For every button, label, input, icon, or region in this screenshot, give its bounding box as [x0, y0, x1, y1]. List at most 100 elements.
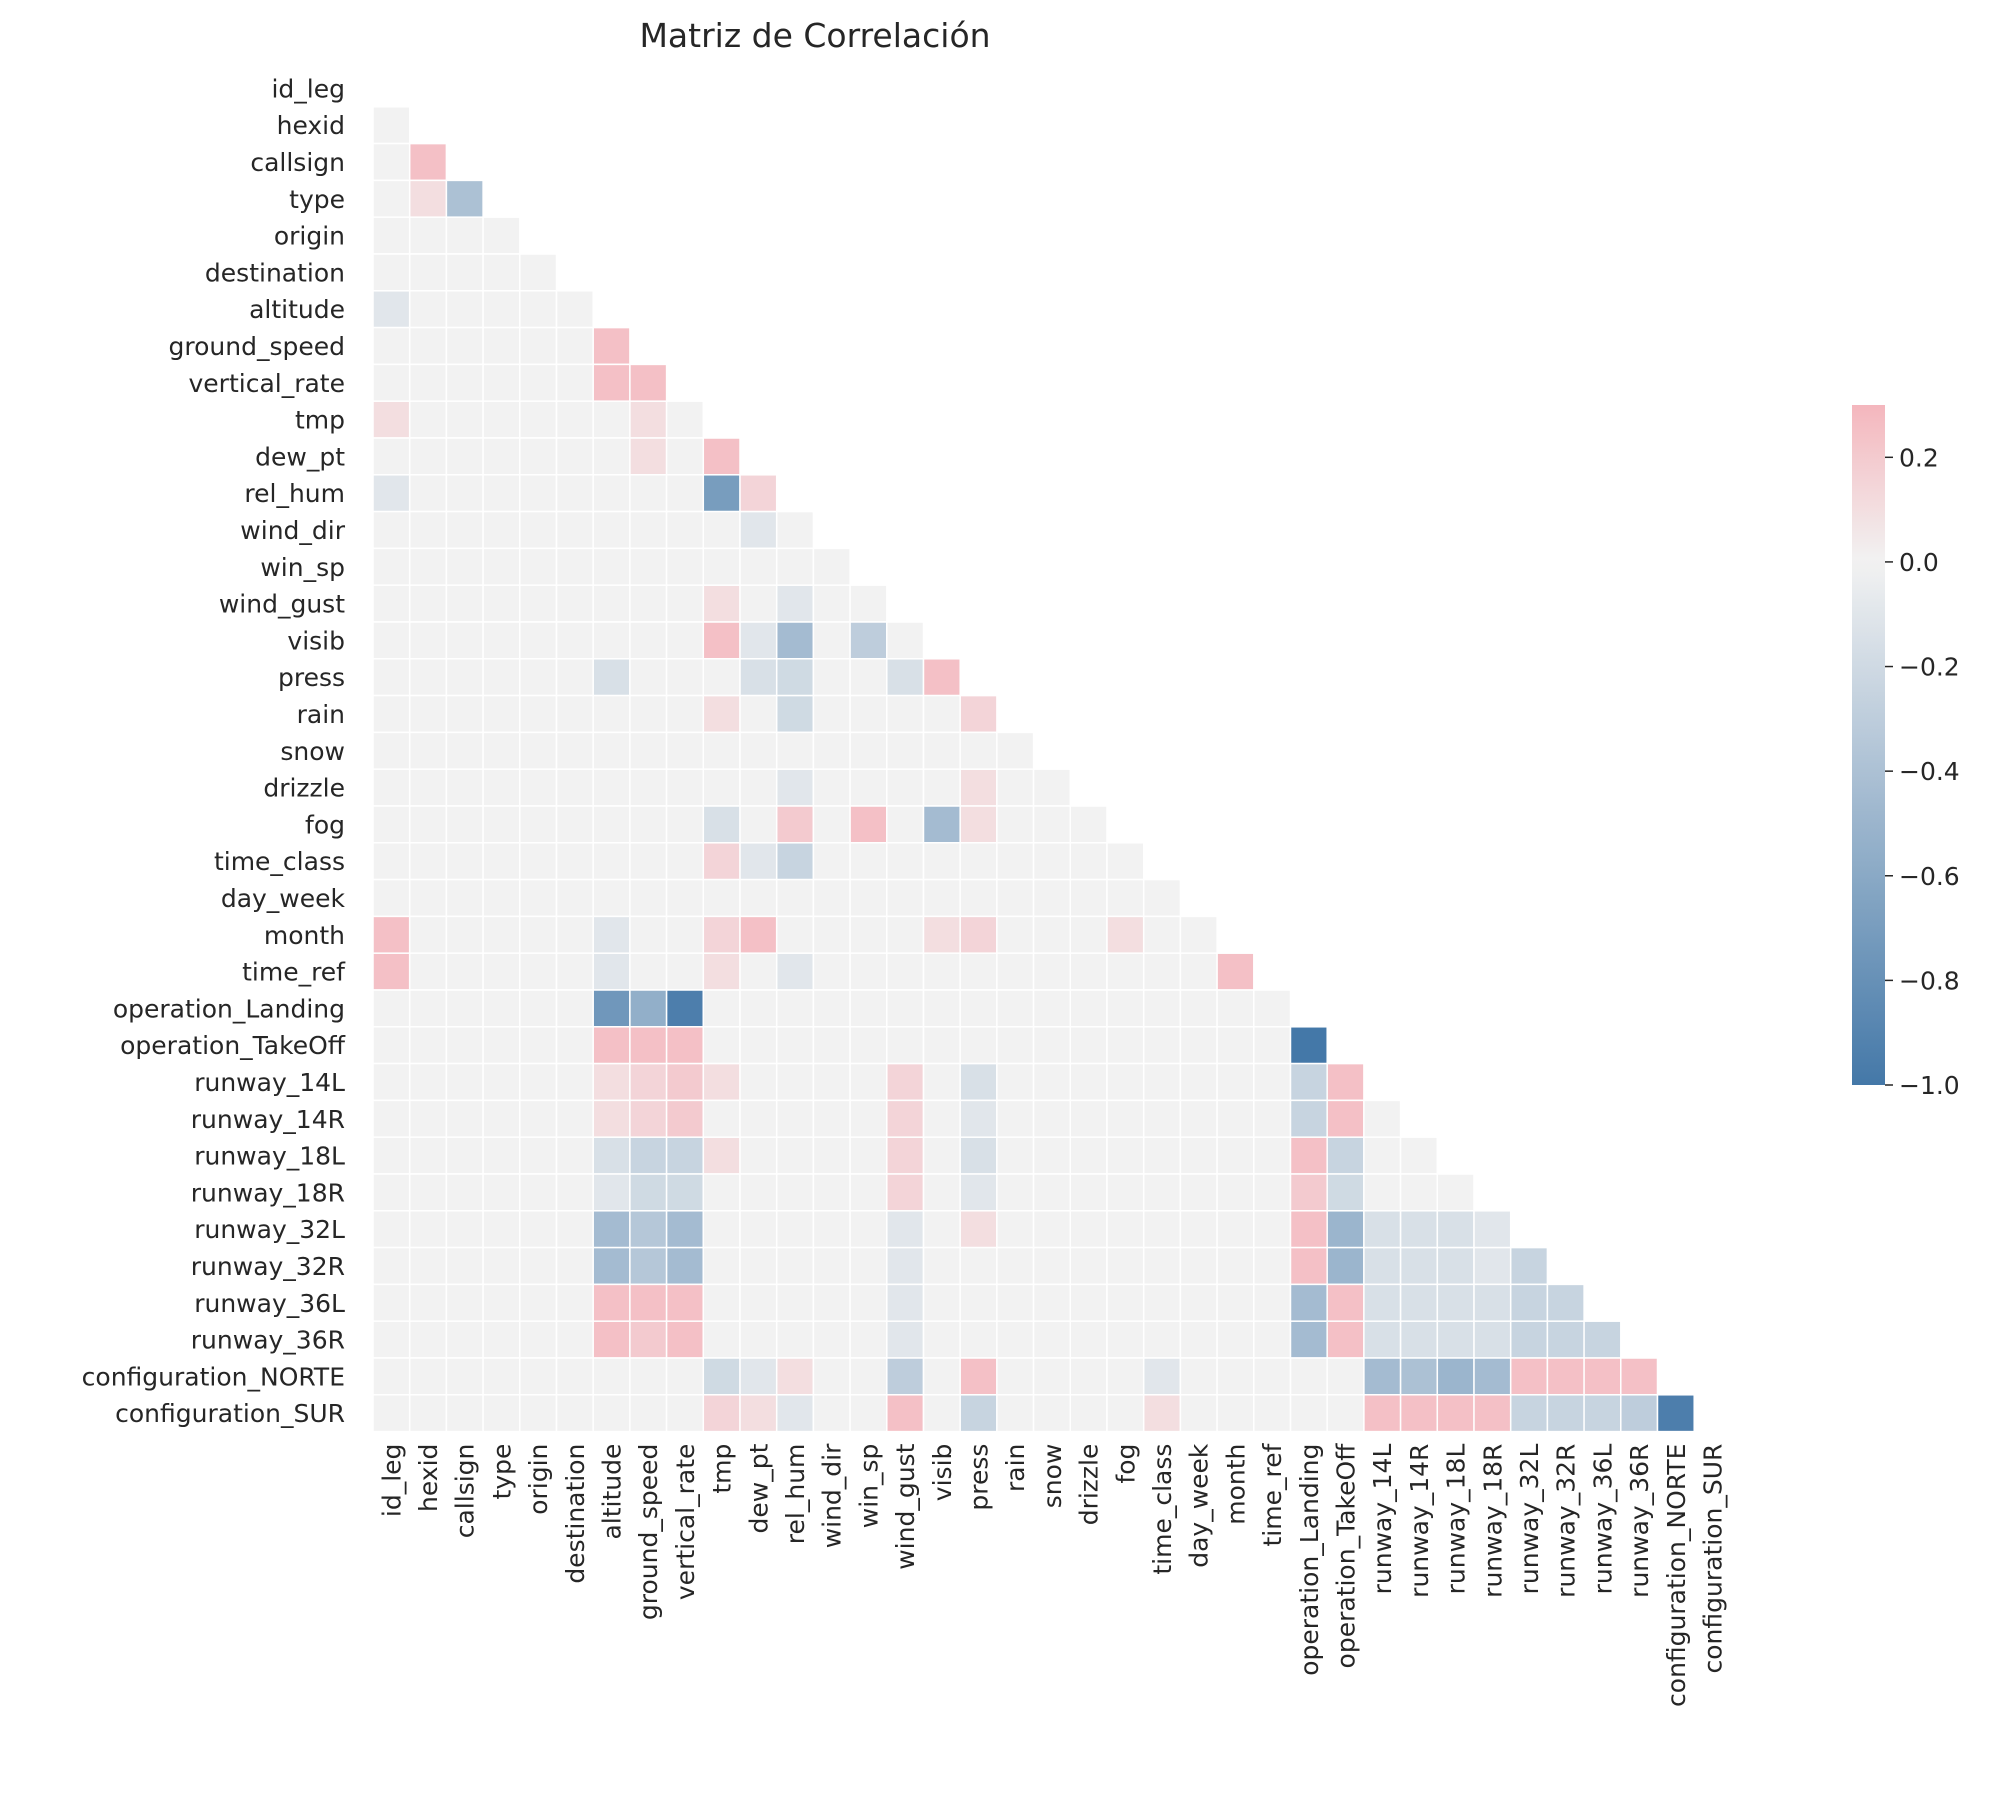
heatmap-cell-runway_36L-win_sp	[849, 1283, 888, 1322]
heatmap-cell-runway_32L-id_leg	[372, 1210, 411, 1249]
y-tick-label-runway_36R: runway_36R	[191, 1326, 345, 1355]
heatmap-cell-wind_dir-vertical_rate	[665, 510, 705, 550]
heatmap-cell-runway_32R-runway_14L	[1363, 1246, 1402, 1286]
heatmap-cell-runway_32L-drizzle	[1069, 1210, 1108, 1249]
heatmap-cell-operation_Landing-snow	[1032, 989, 1072, 1028]
heatmap-cell-press-destination	[555, 658, 594, 697]
heatmap-cell-configuration_NORTE-rain	[996, 1357, 1035, 1396]
colorbar-tick-label: −0.6	[1899, 862, 1960, 891]
heatmap-cell-tmp-ground_speed	[629, 400, 668, 439]
heatmap-cell-runway_36R-runway_32L	[1509, 1320, 1549, 1359]
heatmap-cell-time_ref-destination	[555, 952, 594, 991]
heatmap-cell-runway_14L-operation_TakeOff	[1326, 1062, 1365, 1102]
heatmap-cell-runway_18R-dew_pt	[739, 1173, 778, 1212]
heatmap-cell-configuration_SUR-visib	[922, 1394, 961, 1433]
heatmap-cell-time_class-rel_hum	[775, 842, 815, 881]
heatmap-cell-runway_32R-day_week	[1179, 1246, 1218, 1286]
heatmap-cell-rain-press	[959, 694, 998, 734]
heatmap-cell-drizzle-rain	[996, 768, 1035, 807]
heatmap-cell-runway_32R-month	[1216, 1246, 1255, 1286]
heatmap-cell-configuration_NORTE-runway_18R	[1473, 1357, 1512, 1396]
heatmap-cell-configuration_SUR-origin	[519, 1394, 558, 1433]
heatmap-cell-day_week-visib	[922, 878, 961, 918]
heatmap-cell-operation_TakeOff-ground_speed	[629, 1026, 668, 1065]
heatmap-cell-runway_18L-time_class	[1142, 1136, 1182, 1175]
heatmap-cell-runway_32L-type	[482, 1210, 521, 1249]
y-tick-label-operation_Landing: operation_Landing	[113, 994, 345, 1023]
heatmap-cell-runway_18L-wind_gust	[886, 1136, 925, 1175]
heatmap-cell-drizzle-press	[959, 768, 998, 807]
heatmap-cell-runway_32R-hexid	[408, 1246, 448, 1286]
heatmap-cell-configuration_SUR-time_class	[1142, 1394, 1182, 1433]
heatmap-cell-runway_14R-press	[959, 1099, 998, 1138]
heatmap-cell-month-hexid	[408, 915, 448, 954]
heatmap-cell-runway_32L-altitude	[592, 1210, 631, 1249]
heatmap-cell-day_week-win_sp	[849, 878, 888, 918]
heatmap-cell-rain-visib	[922, 694, 961, 734]
heatmap-cell-visib-altitude	[592, 621, 631, 660]
heatmap-cell-configuration_SUR-callsign	[445, 1394, 484, 1433]
heatmap-cell-runway_14R-visib	[922, 1099, 961, 1138]
heatmap-cell-operation_TakeOff-snow	[1032, 1026, 1072, 1065]
heatmap-cell-runway_36L-runway_14R	[1399, 1283, 1439, 1322]
heatmap-cell-runway_32R-operation_Landing	[1289, 1246, 1328, 1286]
heatmap-cell-visib-rel_hum	[775, 621, 815, 660]
heatmap-cell-wind_gust-tmp	[702, 584, 741, 623]
heatmap-cell-wind_dir-origin	[519, 510, 558, 550]
heatmap-cell-operation_TakeOff-id_leg	[372, 1026, 411, 1065]
heatmap-cell-operation_TakeOff-wind_gust	[886, 1026, 925, 1065]
heatmap-cell-visib-tmp	[702, 621, 741, 660]
heatmap-cell-time_class-visib	[922, 842, 961, 881]
heatmap-cell-rel_hum-origin	[519, 474, 558, 513]
heatmap-cell-configuration_SUR-wind_dir	[812, 1394, 851, 1433]
x-tick-label-runway_18L: runway_18L	[1442, 1444, 1471, 1595]
heatmap-cell-time_class-hexid	[408, 842, 448, 881]
chart-title: Matriz de Correlación	[639, 16, 990, 55]
y-tick-label-visib: visib	[287, 626, 345, 655]
heatmap-cell-configuration_SUR-operation_Landing	[1289, 1394, 1328, 1433]
heatmap-cell-snow-ground_speed	[629, 731, 668, 770]
heatmap-cell-month-callsign	[445, 915, 484, 954]
heatmap-cell-snow-id_leg	[372, 731, 411, 770]
heatmap-cell-wind_gust-id_leg	[372, 584, 411, 623]
colorbar-tick-label: 0.0	[1899, 548, 1939, 577]
heatmap-cell-wind_gust-rel_hum	[775, 584, 815, 623]
heatmap-cell-runway_36L-press	[959, 1283, 998, 1322]
heatmap-cell-time_class-press	[959, 842, 998, 881]
heatmap-cell-runway_32L-operation_Landing	[1289, 1210, 1328, 1249]
heatmap-cell-operation_Landing-fog	[1106, 989, 1145, 1028]
heatmap-cell-vertical_rate-type	[482, 363, 521, 402]
heatmap-cell-configuration_SUR-ground_speed	[629, 1394, 668, 1433]
heatmap-cell-fog-visib	[922, 805, 961, 844]
heatmap-cell-rel_hum-tmp	[702, 474, 741, 513]
heatmap-cell-runway_14L-tmp	[702, 1062, 741, 1102]
x-tick-label-month: month	[1221, 1444, 1250, 1525]
heatmap-cell-day_week-wind_gust	[886, 878, 925, 918]
heatmap-cell-fog-snow	[1032, 805, 1072, 844]
heatmap-cell-runway_32R-tmp	[702, 1246, 741, 1286]
y-tick-label-ground_speed: ground_speed	[169, 332, 345, 361]
heatmap-cell-drizzle-ground_speed	[629, 768, 668, 807]
heatmap-cell-configuration_NORTE-snow	[1032, 1357, 1072, 1396]
heatmap-cell-press-origin	[519, 658, 558, 697]
heatmap-cell-runway_32L-day_week	[1179, 1210, 1218, 1249]
heatmap-cell-operation_Landing-type	[482, 989, 521, 1028]
y-tick-label-id_leg: id_leg	[271, 74, 345, 103]
heatmap-cell-operation_Landing-destination	[555, 989, 594, 1028]
heatmap-cell-time_class-dew_pt	[739, 842, 778, 881]
heatmap-cell-configuration_NORTE-time_ref	[1253, 1357, 1292, 1396]
heatmap-cell-runway_14R-rel_hum	[775, 1099, 815, 1138]
heatmap-cell-time_ref-origin	[519, 952, 558, 991]
heatmap-cell-press-id_leg	[372, 658, 411, 697]
heatmap-cell-runway_36R-runway_32R	[1546, 1320, 1585, 1359]
y-tick-label-win_sp: win_sp	[260, 553, 345, 582]
heatmap-cells	[372, 106, 1695, 1433]
x-tick-label-runway_36R: runway_36R	[1625, 1444, 1654, 1598]
heatmap-cell-time_ref-wind_gust	[886, 952, 925, 991]
heatmap-cell-runway_14L-rain	[996, 1062, 1035, 1102]
heatmap-cell-day_week-vertical_rate	[665, 878, 705, 918]
heatmap-cell-wind_dir-type	[482, 510, 521, 550]
heatmap-cell-runway_18L-altitude	[592, 1136, 631, 1175]
heatmap-cell-day_week-tmp	[702, 878, 741, 918]
heatmap-cell-runway_36L-runway_14L	[1363, 1283, 1402, 1322]
